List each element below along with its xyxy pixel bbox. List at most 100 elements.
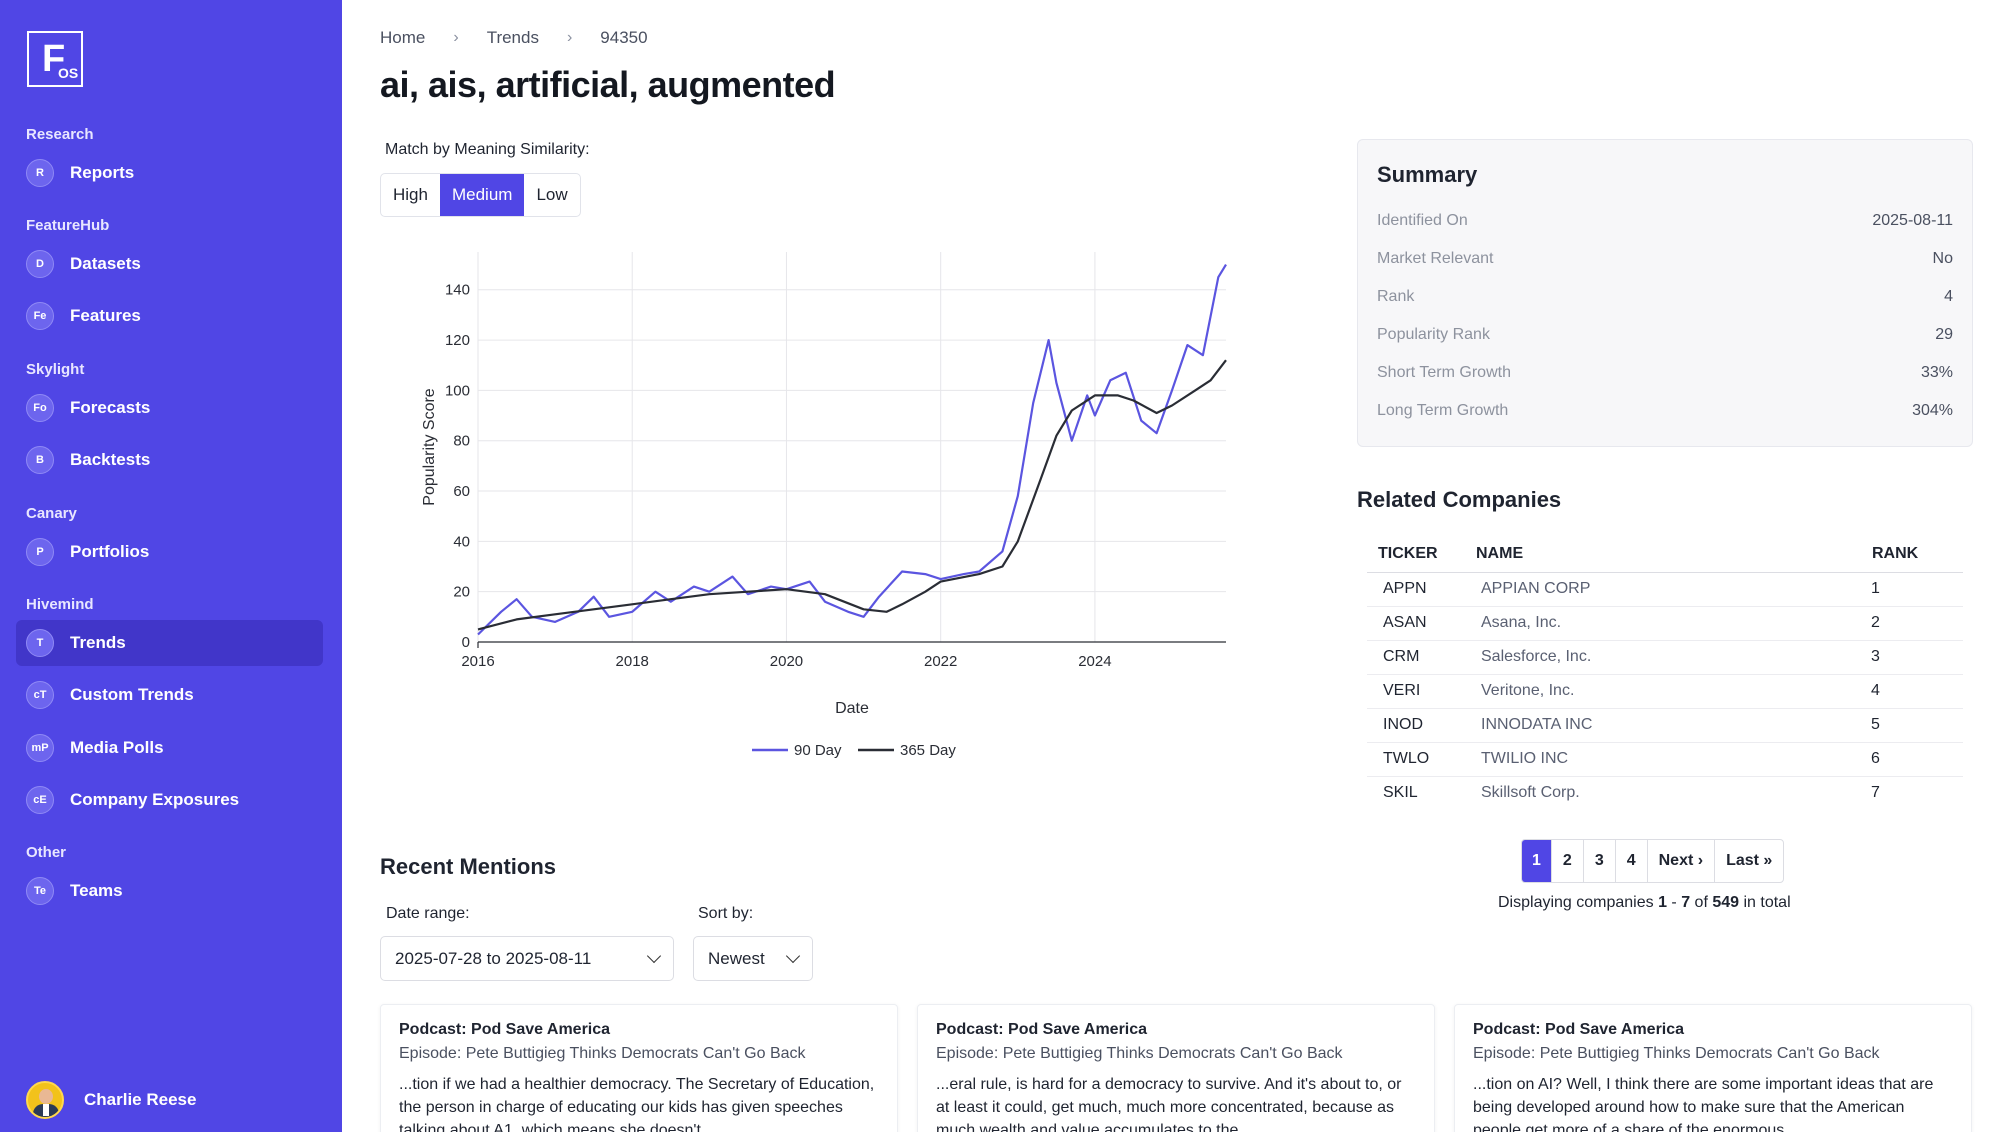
sidebar-item-features[interactable]: Fe Features [16,293,323,339]
table-row[interactable]: CRM Salesforce, Inc. 3 [1367,640,1963,675]
info-from: 1 [1658,894,1667,911]
chevron-right-icon: › [566,29,573,46]
x-tick-label: 2024 [1078,653,1111,670]
ticker-cell: ASAN [1367,606,1465,641]
sidebar-item-label: Forecasts [70,398,151,417]
rank-cell: 1 [1861,572,1963,607]
y-tick-label: 140 [445,282,470,299]
mention-podcast: Podcast: Pod Save America [1473,1021,1685,1038]
sidebar-item-label: Portfolios [70,542,150,561]
info-suffix: in total [1739,894,1791,911]
user-profile[interactable]: Charlie Reese [26,1081,196,1119]
mention-snippet: ...tion if we had a healthier democracy.… [399,1076,875,1132]
sidebar-item-company-exposures[interactable]: cE Company Exposures [16,777,323,823]
company-name-link[interactable]: Skillsoft Corp. [1481,784,1580,802]
rank-cell: 2 [1861,606,1963,641]
summary-key: Market Relevant [1377,250,1494,267]
summary-row: Long Term Growth 304% [1377,402,1953,420]
summary-key: Short Term Growth [1377,364,1511,381]
related-companies-title: Related Companies [1357,487,1562,512]
backtests-icon: B [26,446,54,474]
sidebar-item-trends[interactable]: T Trends [16,620,323,666]
y-tick-label: 100 [445,382,470,399]
ticker-cell: SKIL [1383,784,1418,802]
company-name-link[interactable]: Veritone, Inc. [1465,674,1861,709]
legend-label-1: 365 Day [900,742,956,759]
column-header-ticker[interactable]: TICKER [1367,536,1465,573]
mention-podcast: Podcast: Pod Save America [936,1021,1148,1038]
sidebar-item-label: Features [70,306,141,325]
similarity-high-button[interactable]: High [393,185,428,204]
sidebar-item-label: Backtests [70,450,151,469]
sidebar-item-label: Teams [70,881,123,900]
summary-key: Identified On [1377,212,1468,229]
next-page-button[interactable]: Next › [1646,840,1714,882]
rank-cell: 6 [1861,742,1963,777]
sidebar-item-datasets[interactable]: D Datasets [16,241,323,287]
mention-snippet: ...eral rule, is hard for a democracy to… [936,1076,1402,1132]
table-row[interactable]: TWLO TWILIO INC 6 [1367,742,1963,777]
sidebar-item-portfolios[interactable]: P Portfolios [16,529,323,575]
custom-trends-icon: cT [26,681,54,709]
y-tick-label: 40 [453,533,470,550]
sidebar-item-media-polls[interactable]: mP Media Polls [16,725,323,771]
date-range-select[interactable]: 2025-07-28 to 2025-08-11 [380,936,674,981]
sidebar-item-label: Datasets [70,254,141,273]
rank-cell: 5 [1861,708,1963,743]
table-row[interactable]: APPN APPIAN CORP 1 [1367,572,1963,607]
table-row[interactable]: SKIL Skillsoft Corp. 7 [1367,776,1963,810]
sort-select[interactable]: Newest [693,936,813,981]
legend-label-0: 90 Day [794,742,842,759]
x-axis-label: Date [835,700,869,717]
popularity-chart: 2016 2018 2020 2022 2024 0 20 40 60 80 100 120 140 P… [421,252,1227,759]
sidebar-item-reports[interactable]: R Reports [16,150,323,196]
sidebar-item-teams[interactable]: Te Teams [16,868,323,914]
summary-value: 33% [1920,364,1953,381]
mention-card[interactable]: Podcast: Pod Save America Episode: Pete … [917,1004,1435,1132]
company-name-link[interactable]: Asana, Inc. [1465,606,1861,641]
sidebar-item-label: Media Polls [70,738,164,757]
info-dash: - [1666,894,1682,911]
chevron-right-icon: › [453,29,459,46]
similarity-toggle: High Medium Low [380,173,581,217]
datasets-icon: D [26,250,54,278]
mention-card[interactable]: Podcast: Pod Save America Episode: Pete … [380,1004,898,1132]
column-header-name[interactable]: NAME [1465,536,1861,573]
section-skylight: Skylight [26,361,85,378]
mention-card[interactable]: Podcast: Pod Save America Episode: Pete … [1454,1004,1972,1132]
company-name-link[interactable]: Salesforce, Inc. [1465,640,1861,675]
table-row[interactable]: INOD INNODATA INC 5 [1367,708,1963,743]
page-3-button[interactable]: 3 [1582,840,1615,882]
breadcrumb-trends[interactable]: Trends [486,28,539,47]
company-name-link[interactable]: APPIAN CORP [1465,572,1861,607]
summary-key: Rank [1377,288,1415,305]
company-name-link[interactable]: INNODATA INC [1465,708,1861,743]
chevron-down-icon [646,948,662,964]
page-1-button[interactable]: 1 [1522,840,1551,882]
table-row[interactable]: ASAN Asana, Inc. 2 [1367,606,1963,641]
similarity-low-button[interactable]: Low [536,185,568,204]
section-research: Research [26,126,94,143]
summary-value: 304% [1912,402,1953,419]
breadcrumb-home[interactable]: Home [380,28,426,47]
page-4-button[interactable]: 4 [1614,840,1647,882]
summary-row: Market Relevant No [1377,250,1953,268]
mention-episode: Episode: Pete Buttigieg Thinks Democrats… [399,1045,806,1062]
sort-value: Newest [708,948,765,968]
sidebar-item-forecasts[interactable]: Fo Forecasts [16,385,323,431]
summary-value: No [1932,250,1953,267]
last-page-button[interactable]: Last » [1714,840,1783,882]
chevron-down-icon [785,948,801,964]
column-header-rank[interactable]: RANK [1861,536,1963,573]
rank-cell: 7 [1871,784,1880,802]
app-logo[interactable]: F OS [27,31,83,87]
company-name-link[interactable]: TWILIO INC [1465,742,1861,777]
sidebar-item-backtests[interactable]: B Backtests [16,437,323,483]
page-2-button[interactable]: 2 [1550,840,1583,882]
similarity-medium-button[interactable]: Medium [439,174,525,216]
sidebar-item-custom-trends[interactable]: cT Custom Trends [16,672,323,718]
y-tick-label: 60 [453,483,470,500]
summary-row: Identified On 2025-08-11 [1377,212,1953,230]
section-hivemind: Hivemind [26,596,94,613]
table-row[interactable]: VERI Veritone, Inc. 4 [1367,674,1963,709]
